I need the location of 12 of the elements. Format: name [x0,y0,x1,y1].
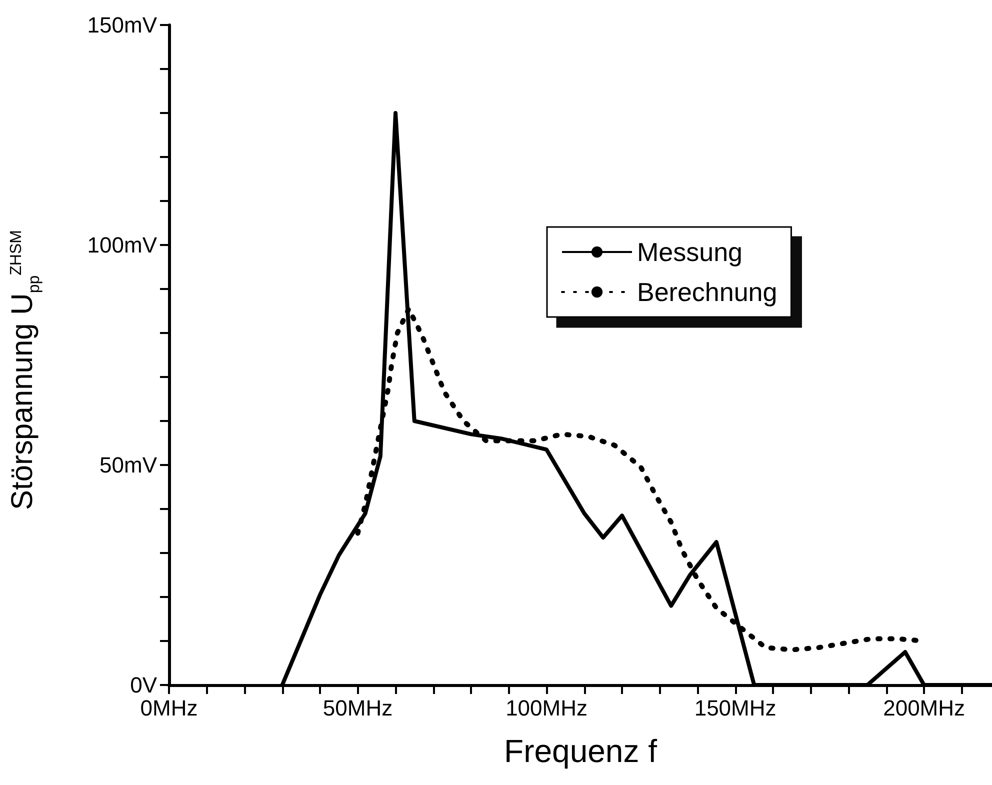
y-tick-label: 50mV [100,452,158,478]
x-tick-label: 200MHz [883,696,966,720]
x-tick-label: 150MHz [694,696,776,720]
legend-label: Berechnung [637,277,778,307]
legend-label: Messung [637,237,742,267]
y-tick-label: 100mV [87,232,158,258]
y-tick-label: 0V [130,672,158,698]
y-tick-label: 150mV [87,12,158,38]
x-tick-label: 0MHz [140,696,198,720]
x-tick-label: 50MHz [322,696,393,720]
x-axis-title: Frequenz f [504,733,658,769]
x-tick-label: 100MHz [506,696,588,720]
